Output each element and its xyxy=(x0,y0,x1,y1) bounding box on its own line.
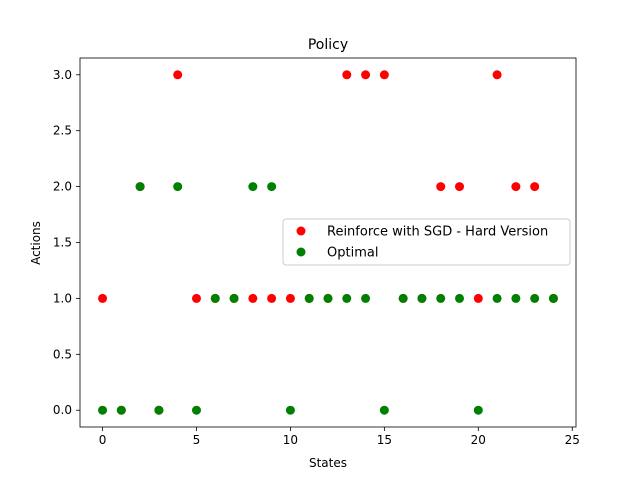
optimal-point xyxy=(530,293,540,303)
x-tick-label: 15 xyxy=(377,433,392,447)
series-optimal xyxy=(98,182,558,415)
legend: Reinforce with SGD - Hard Version Optimal xyxy=(282,218,571,266)
reinforce-point xyxy=(436,182,446,192)
optimal-point xyxy=(436,293,446,303)
y-tick-label: 0.5 xyxy=(53,347,72,361)
optimal-point xyxy=(135,182,145,192)
optimal-point xyxy=(417,293,427,303)
optimal-point xyxy=(492,293,502,303)
legend-label: Optimal xyxy=(327,246,378,261)
optimal-point xyxy=(191,405,201,415)
reinforce-point xyxy=(173,70,183,80)
reinforce-point xyxy=(248,293,258,303)
legend-marker xyxy=(296,226,306,236)
y-tick-label: 2.5 xyxy=(53,124,72,138)
y-axis-label: Actions xyxy=(29,221,43,265)
y-tick-label: 0.0 xyxy=(53,403,72,417)
optimal-point xyxy=(154,405,164,415)
legend-marker xyxy=(296,247,306,257)
legend-label: Reinforce with SGD - Hard Version xyxy=(327,225,548,240)
reinforce-point xyxy=(530,182,540,192)
optimal-point xyxy=(210,293,220,303)
optimal-point xyxy=(285,405,295,415)
chart-title: Policy xyxy=(308,37,348,53)
x-axis-label: States xyxy=(309,456,347,470)
reinforce-point xyxy=(361,70,371,80)
x-tick-label: 20 xyxy=(471,433,486,447)
reinforce-point xyxy=(492,70,502,80)
y-tick-label: 3.0 xyxy=(53,68,72,82)
reinforce-point xyxy=(267,293,277,303)
reinforce-point xyxy=(379,70,389,80)
x-tick-label: 0 xyxy=(99,433,107,447)
optimal-point xyxy=(267,182,277,192)
optimal-point xyxy=(398,293,408,303)
optimal-point xyxy=(248,182,258,192)
reinforce-point xyxy=(342,70,352,80)
optimal-point xyxy=(116,405,126,415)
optimal-point xyxy=(548,293,558,303)
optimal-point xyxy=(304,293,314,303)
reinforce-point xyxy=(455,182,465,192)
optimal-point xyxy=(173,182,183,192)
optimal-point xyxy=(342,293,352,303)
optimal-point xyxy=(455,293,465,303)
y-tick-label: 1.0 xyxy=(53,291,72,305)
reinforce-point xyxy=(473,293,483,303)
x-axis: 0 5 10 15 20 25 xyxy=(99,427,580,447)
optimal-point xyxy=(98,405,108,415)
optimal-point xyxy=(511,293,521,303)
x-tick-label: 10 xyxy=(283,433,298,447)
reinforce-point xyxy=(511,182,521,192)
optimal-point xyxy=(323,293,333,303)
x-tick-label: 25 xyxy=(565,433,580,447)
optimal-point xyxy=(229,293,239,303)
reinforce-point xyxy=(98,293,108,303)
x-tick-label: 5 xyxy=(193,433,201,447)
reinforce-point xyxy=(191,293,201,303)
y-tick-label: 2.0 xyxy=(53,180,72,194)
optimal-point xyxy=(379,405,389,415)
optimal-point xyxy=(473,405,483,415)
reinforce-point xyxy=(285,293,295,303)
optimal-point xyxy=(361,293,371,303)
y-axis: 0.0 0.5 1.0 1.5 2.0 2.5 3.0 xyxy=(53,68,80,417)
plot-area xyxy=(79,57,577,428)
y-tick-label: 1.5 xyxy=(53,236,72,250)
legend-box xyxy=(282,218,571,266)
